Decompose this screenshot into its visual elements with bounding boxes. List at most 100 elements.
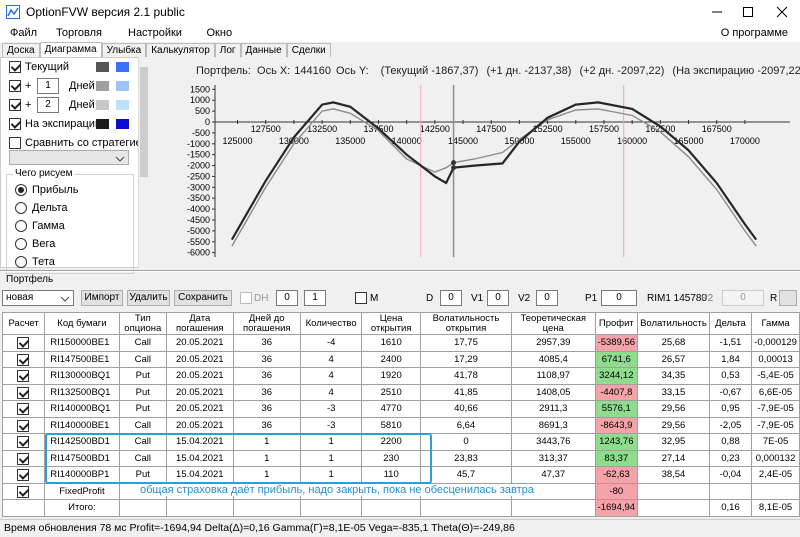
menu-item[interactable]: Настройки	[128, 27, 182, 39]
m-label: M	[370, 293, 378, 304]
x-tick-label: 132500	[307, 124, 337, 134]
checkbox[interactable]	[9, 99, 21, 111]
check-cell	[3, 434, 45, 451]
row-checkbox[interactable]	[17, 486, 29, 498]
row-checkbox[interactable]	[17, 420, 29, 432]
check-cell	[3, 335, 45, 352]
row-checkbox[interactable]	[17, 403, 29, 415]
color-swatch[interactable]	[96, 81, 109, 91]
table-cell: 36	[233, 351, 300, 368]
color-swatch[interactable]	[96, 119, 109, 129]
spin-input[interactable]: 1	[304, 290, 326, 306]
y-tick-label: -2500	[187, 171, 210, 181]
x-tick-label: 147500	[476, 124, 506, 134]
table-cell: 36	[233, 335, 300, 352]
radio[interactable]	[15, 184, 27, 196]
table-cell: 2510	[362, 384, 421, 401]
table-cell: 2,4E-05	[752, 467, 800, 484]
x-tick-label: 145000	[448, 136, 478, 146]
checkbox[interactable]	[355, 292, 367, 304]
row-checkbox[interactable]	[17, 453, 29, 465]
row-checkbox[interactable]	[17, 387, 29, 399]
menu-item[interactable]: Торговля	[56, 27, 102, 39]
checkbox[interactable]	[9, 118, 21, 130]
table-cell: 2400	[362, 351, 421, 368]
column-header: Количество	[300, 313, 361, 335]
x-tick-label: 170000	[730, 136, 760, 146]
tab[interactable]: Лог	[215, 43, 241, 57]
field-input[interactable]: 0	[487, 290, 509, 306]
table-cell: Call	[119, 417, 166, 434]
r-button[interactable]	[779, 290, 797, 306]
color-swatch[interactable]	[96, 62, 109, 72]
row-checkbox[interactable]	[17, 370, 29, 382]
table-cell: Итого:	[45, 500, 119, 517]
field-input[interactable]: 0	[536, 290, 558, 306]
color-swatch[interactable]	[116, 119, 129, 129]
row-checkbox[interactable]	[17, 469, 29, 481]
spin-input[interactable]: 0	[276, 290, 298, 306]
curve-label: Текущий	[25, 61, 69, 73]
row-checkbox[interactable]	[17, 436, 29, 448]
field-input[interactable]: 0	[440, 290, 462, 306]
checkbox[interactable]	[9, 137, 21, 149]
scrollbar[interactable]	[138, 57, 148, 268]
menu-item[interactable]: Окно	[207, 27, 233, 39]
table-cell: Put	[119, 368, 166, 385]
radio[interactable]	[15, 238, 27, 250]
days-input[interactable]: 2	[37, 97, 59, 113]
checkbox[interactable]	[9, 80, 21, 92]
table-cell	[233, 500, 300, 517]
table-cell: RI132500BQ1	[45, 384, 119, 401]
row-checkbox[interactable]	[17, 337, 29, 349]
tab[interactable]: Диаграмма	[40, 42, 102, 57]
strategy-dropdown[interactable]	[9, 150, 129, 165]
x-tick-label: 155000	[561, 136, 591, 146]
cursor-point	[451, 165, 456, 170]
menu-item[interactable]: Файл	[10, 27, 37, 39]
table-cell: 4	[300, 368, 361, 385]
row-checkbox[interactable]	[17, 354, 29, 366]
table-cell	[167, 500, 234, 517]
tab[interactable]: Доска	[2, 43, 40, 57]
menu-about[interactable]: О программе	[721, 27, 788, 39]
button[interactable]: Удалить	[127, 290, 170, 306]
checkbox[interactable]	[240, 292, 252, 304]
window-title: OptionFVW версия 2.1 public	[26, 5, 185, 19]
portfolio-select[interactable]: новая	[2, 290, 74, 306]
table-cell: 1	[300, 434, 361, 451]
checkbox[interactable]	[9, 61, 21, 73]
table-cell: 1	[300, 467, 361, 484]
column-header: Профит	[595, 313, 638, 335]
x-tick-label: 160000	[617, 136, 647, 146]
tab[interactable]: Улыбка	[102, 43, 147, 57]
radio[interactable]	[15, 220, 27, 232]
radio[interactable]	[15, 256, 27, 268]
y-tick-label: 1500	[190, 84, 210, 94]
tab[interactable]: Данные	[241, 43, 287, 57]
field-input[interactable]: 0	[601, 290, 637, 306]
annotation: общая страховка даёт прибыль, надо закры…	[138, 484, 536, 496]
color-swatch[interactable]	[116, 62, 129, 72]
window-controls[interactable]	[700, 0, 800, 24]
p2-input[interactable]: 0	[722, 290, 764, 306]
y-tick-label: -5500	[187, 237, 210, 247]
radio[interactable]	[15, 202, 27, 214]
tab[interactable]: Сделки	[287, 43, 331, 57]
color-swatch[interactable]	[116, 100, 129, 110]
table-cell	[638, 483, 710, 500]
portfolio-controls: ПортфельноваяИмпортУдалитьСохранитьDH01M…	[0, 272, 800, 312]
table-cell: 15.04.2021	[167, 467, 234, 484]
table-cell: -80	[595, 483, 638, 500]
color-swatch[interactable]	[96, 100, 109, 110]
tab[interactable]: Калькулятор	[146, 43, 215, 57]
table-cell: RI140000BP1	[45, 467, 119, 484]
table-cell: 20.05.2021	[167, 335, 234, 352]
field-label: V1	[471, 293, 483, 304]
table-cell: 3244,12	[595, 368, 638, 385]
days-input[interactable]: 1	[37, 78, 59, 94]
table-cell: 0,16	[709, 500, 751, 517]
color-swatch[interactable]	[116, 81, 129, 91]
button[interactable]: Сохранить	[174, 290, 232, 306]
button[interactable]: Импорт	[81, 290, 123, 306]
